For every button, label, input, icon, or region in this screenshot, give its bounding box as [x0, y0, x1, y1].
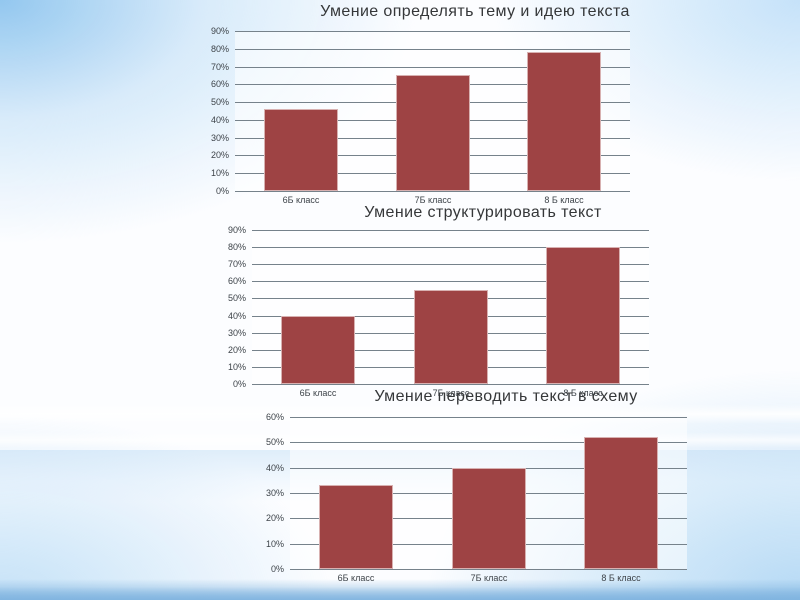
y-axis-tick-label: 0% [232, 379, 246, 389]
y-axis-tick-label: 70% [227, 259, 246, 269]
y-axis-tick-label: 50% [265, 437, 284, 447]
y-axis-tick-label: 20% [210, 150, 229, 160]
y-axis-tick-label: 30% [265, 488, 284, 498]
y-axis-tick-label: 60% [227, 276, 246, 286]
bar-1 [281, 316, 355, 384]
bar-2 [452, 468, 526, 569]
y-axis-tick-label: 50% [210, 97, 229, 107]
gridline [290, 569, 687, 570]
slide-bottom-band [0, 587, 800, 600]
gridline [252, 247, 649, 248]
gridline [235, 31, 630, 32]
y-axis-tick-label: 60% [210, 79, 229, 89]
x-axis-category-label: 7Б класс [432, 388, 470, 398]
x-axis-category-label: 6Б класс [337, 573, 375, 583]
y-axis-tick-label: 40% [265, 463, 284, 473]
bar-1 [264, 109, 338, 191]
y-axis-tick-label: 30% [210, 133, 229, 143]
y-axis-tick-label: 80% [227, 242, 246, 252]
x-axis-category-label: 8 Б класс [544, 195, 584, 205]
bar-3 [546, 247, 620, 384]
y-axis-tick-label: 10% [210, 168, 229, 178]
chart-title: Умение структурировать текст [364, 204, 602, 221]
y-axis-tick-label: 30% [227, 328, 246, 338]
gridline [252, 384, 649, 385]
bar-2 [414, 290, 488, 384]
y-axis-tick-label: 40% [210, 115, 229, 125]
x-axis-category-label: 8 Б класс [563, 388, 603, 398]
bar-1 [319, 485, 393, 569]
x-axis-category-label: 8 Б класс [601, 573, 641, 583]
gridline [290, 442, 687, 443]
y-axis-tick-label: 10% [227, 362, 246, 372]
y-axis-tick-label: 50% [227, 293, 246, 303]
y-axis-tick-label: 10% [265, 539, 284, 549]
bar-3 [527, 52, 601, 191]
bar-3 [584, 437, 658, 569]
y-axis-tick-label: 90% [227, 225, 246, 235]
y-axis-tick-label: 60% [265, 412, 284, 422]
gridline [235, 191, 630, 192]
gridline [235, 67, 630, 68]
bar-2 [396, 75, 470, 191]
chart-title: Умение переводить текст в схему [374, 388, 638, 405]
gridline [290, 417, 687, 418]
gridline [252, 264, 649, 265]
y-axis-tick-label: 20% [265, 513, 284, 523]
x-axis-category-label: 7Б класс [414, 195, 452, 205]
y-axis-tick-label: 70% [210, 62, 229, 72]
y-axis-tick-label: 90% [210, 26, 229, 36]
y-axis-tick-label: 20% [227, 345, 246, 355]
y-axis-tick-label: 0% [215, 186, 229, 196]
x-axis-category-label: 7Б класс [470, 573, 508, 583]
y-axis-tick-label: 0% [270, 564, 284, 574]
chart-title: Умение определять тему и идею текста [320, 3, 630, 20]
x-axis-category-label: 6Б класс [299, 388, 337, 398]
y-axis-tick-label: 80% [210, 44, 229, 54]
x-axis-category-label: 6Б класс [282, 195, 320, 205]
gridline [235, 49, 630, 50]
gridline [252, 230, 649, 231]
gridline [252, 281, 649, 282]
y-axis-tick-label: 40% [227, 311, 246, 321]
